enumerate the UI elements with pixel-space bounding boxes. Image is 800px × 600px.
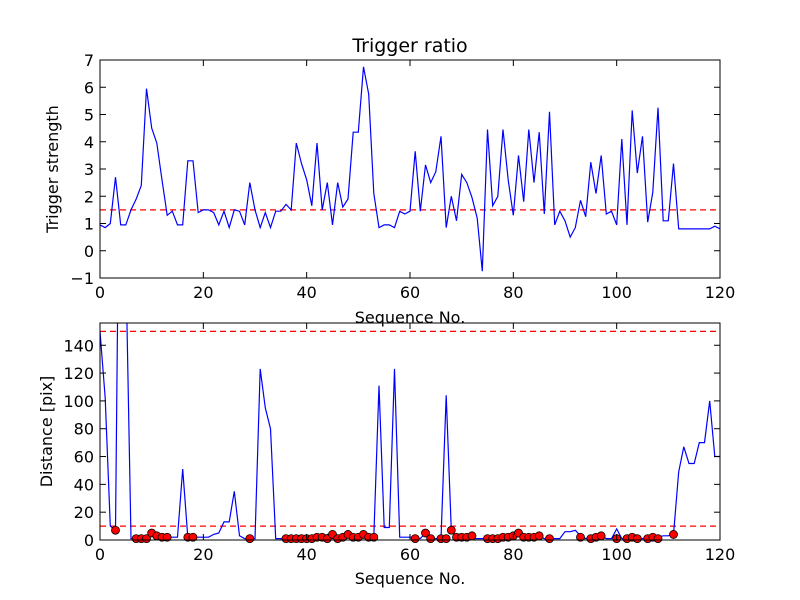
series-line [100,66,720,272]
data-point [142,534,151,544]
trigger-ratio-chart: Trigger ratio Sequence No. Trigger stren… [43,35,735,327]
data-point [653,534,663,544]
data-point [369,532,379,542]
y-tick-label: 2 [84,187,94,206]
y-tick-label: 20 [74,503,94,522]
y-tick-label: 6 [84,78,94,97]
x-tick-label: 20 [193,283,213,302]
data-point [421,528,430,538]
y-tick-label: 3 [84,160,94,179]
x-tick-label: 80 [503,283,523,302]
data-point [534,531,544,541]
x-tick-label: 80 [503,545,523,564]
x-tick-label: 100 [601,545,632,564]
x-tick-label: 40 [296,545,316,564]
data-point [441,534,451,544]
data-point [111,525,120,535]
x-tick-label: 60 [400,283,420,302]
x-tick-label: 0 [95,545,105,564]
x-axis-label: Sequence No. [355,308,466,327]
series-line [100,323,720,540]
y-tick-label: 1 [84,215,94,234]
data-point [596,531,606,541]
x-tick-label: 40 [296,283,316,302]
data-point [162,532,172,542]
data-point [632,534,642,544]
x-tick-label: 100 [601,283,632,302]
y-tick-label: 80 [74,420,94,439]
y-tick-label: 40 [74,475,94,494]
y-tick-label: 0 [84,242,94,261]
x-tick-label: 120 [705,283,736,302]
data-point [669,530,678,539]
y-tick-label: 60 [74,448,94,467]
x-tick-label: 60 [400,545,420,564]
y-tick-label: −1 [70,269,94,288]
x-tick-label: 20 [193,545,213,564]
x-tick-label: 0 [95,283,105,302]
chart-title: Trigger ratio [351,35,467,57]
plot-area: 0 20 40 60 80 100 120 0 20 40 60 80 100 120 140 [63,322,736,564]
x-tick-label: 120 [705,545,736,564]
y-tick-label: 7 [84,51,94,70]
data-point [245,534,255,544]
y-tick-label: 120 [63,364,94,383]
y-tick-label: 0 [84,531,94,550]
y-tick-label: 140 [63,336,94,355]
data-point [545,534,554,544]
y-axis-label: Trigger strength [43,105,62,234]
x-axis-label: Sequence No. [355,569,466,588]
y-tick-label: 5 [84,106,94,125]
data-point [426,534,436,544]
y-tick-label: 4 [84,133,94,152]
y-tick-label: 100 [63,392,94,411]
y-axis-label: Distance [pix] [37,376,56,488]
data-point [188,532,198,542]
data-point [467,531,477,541]
distance-chart: Sequence No. Distance [pix] 0 20 40 60 80 100… [37,322,736,588]
data-point [576,532,585,542]
data-point [446,525,456,535]
data-point [410,534,420,544]
